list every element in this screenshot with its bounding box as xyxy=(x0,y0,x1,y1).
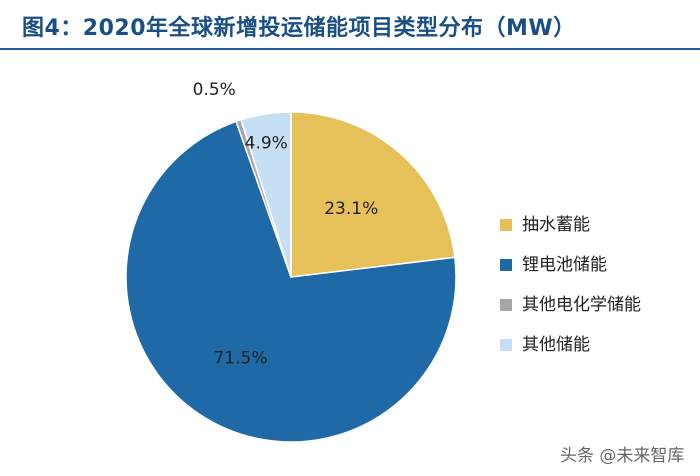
pie-value-label: 0.5% xyxy=(193,80,236,100)
pie-value-label: 23.1% xyxy=(324,199,378,219)
legend-label: 抽水蓄能 xyxy=(522,215,590,235)
watermark-text: 头条 @未来智库 xyxy=(560,446,685,466)
legend-swatch xyxy=(500,299,512,311)
legend-label: 锂电池储能 xyxy=(522,255,607,275)
pie-value-label: 71.5% xyxy=(213,348,267,368)
legend-swatch xyxy=(500,259,512,271)
legend-label: 其他储能 xyxy=(522,335,590,355)
pie-value-labels: 23.1% 71.5% 0.5% 4.9% xyxy=(193,80,379,368)
watermark: 头条 @未来智库 xyxy=(560,441,684,466)
legend-swatch xyxy=(500,339,512,351)
legend-label: 其他电化学储能 xyxy=(522,295,641,315)
pie-slice xyxy=(125,120,457,443)
legend-swatch xyxy=(500,219,512,231)
pie-value-label: 4.9% xyxy=(245,133,288,153)
pie-slices xyxy=(125,111,457,443)
pie-slice xyxy=(240,111,292,278)
title-underline xyxy=(0,48,700,50)
chart-title: 图4：2020年全球新增投运储能项目类型分布（MW） xyxy=(22,16,576,41)
pie-slice xyxy=(290,111,456,278)
